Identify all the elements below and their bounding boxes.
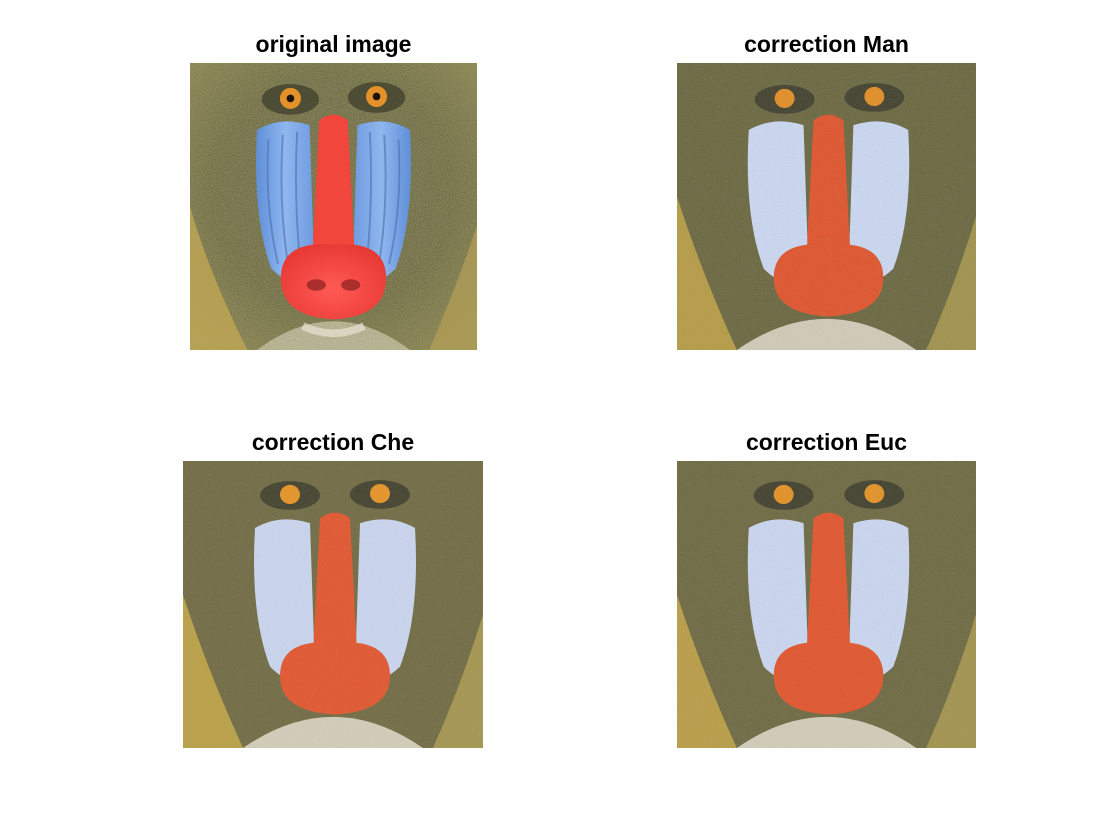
panel-correction-man: correction Man [677, 31, 976, 350]
panel-original-image: original image [190, 31, 477, 350]
panel-title-man: correction Man [744, 31, 909, 57]
panel-title-original: original image [255, 31, 412, 57]
corrected-baboon-image-euc [677, 461, 976, 748]
baboon-face-drawing-man [677, 63, 976, 350]
baboon-face-drawing-original [190, 63, 477, 350]
original-baboon-image [190, 63, 477, 350]
panel-title-euc: correction Euc [745, 429, 908, 455]
corrected-baboon-image-man [677, 63, 976, 350]
panel-correction-euc: correction Euc [677, 429, 976, 748]
corrected-baboon-image-che [183, 461, 483, 748]
baboon-face-drawing-che [183, 461, 483, 748]
baboon-face-drawing-euc [677, 461, 976, 748]
panel-title-che: correction Che [251, 429, 415, 455]
panel-correction-che: correction Che [183, 429, 483, 748]
